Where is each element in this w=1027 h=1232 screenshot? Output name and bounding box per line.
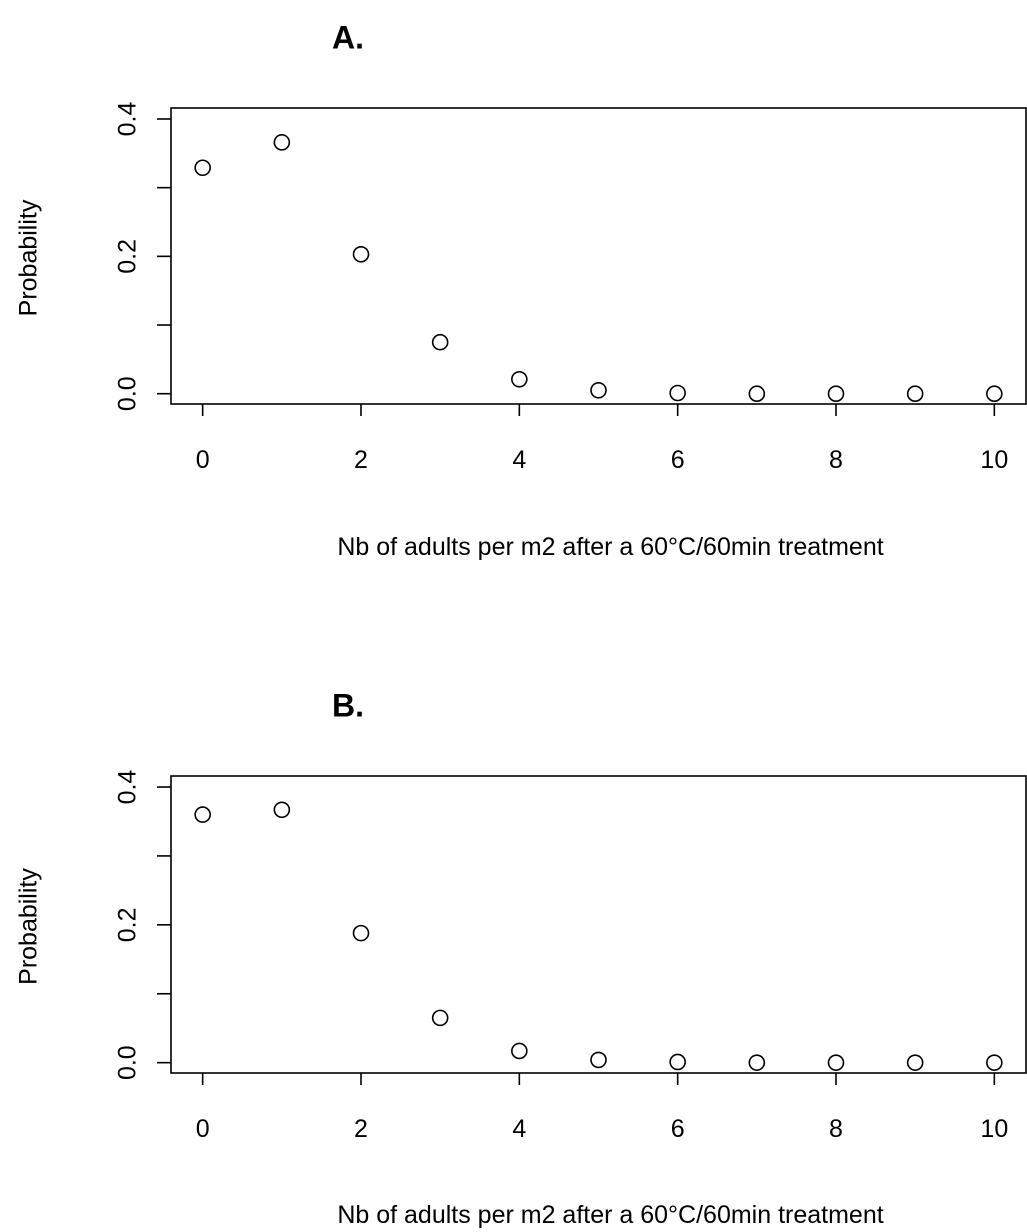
data-point-b xyxy=(511,1042,528,1060)
y-tick-label-a: 0.4 xyxy=(114,102,142,137)
data-point-b xyxy=(906,1054,924,1071)
x-axis-label-a: Nb of adults per m2 after a 60°C/60min t… xyxy=(337,533,883,561)
data-point-b xyxy=(352,924,370,942)
data-point-a xyxy=(986,385,1003,402)
x-tick-label-a: 6 xyxy=(671,446,685,474)
x-tick-label-a: 10 xyxy=(980,446,1008,474)
y-tick-label-a: 0.2 xyxy=(114,239,142,274)
data-point-a xyxy=(194,159,211,177)
x-tick-label-a: 0 xyxy=(196,446,210,474)
data-point-a xyxy=(431,333,449,351)
x-tick-label-b: 4 xyxy=(512,1115,526,1143)
x-tick-label-b: 2 xyxy=(354,1115,368,1143)
y-tick-label-a: 0.0 xyxy=(114,376,142,411)
y-tick-label-b: 0.0 xyxy=(114,1045,142,1080)
data-point-a xyxy=(669,384,686,402)
x-tick-label-b: 0 xyxy=(196,1115,210,1143)
x-tick-label-a: 4 xyxy=(512,446,526,474)
data-point-b xyxy=(986,1054,1003,1071)
data-point-b xyxy=(431,1009,449,1027)
x-tick-label-a: 8 xyxy=(829,446,843,474)
data-point-a xyxy=(511,370,528,388)
panel-a: A. 0 2 4 6 8 10 0.0 0.2 0.4 Nb of adults per m2 af… xyxy=(15,19,1027,561)
y-axis-label-a: Probability xyxy=(15,199,43,316)
data-point-a xyxy=(906,385,924,402)
data-point-a xyxy=(352,245,370,263)
panel-title-b: B. xyxy=(332,687,364,723)
data-point-b xyxy=(590,1051,607,1069)
plot-frame-b xyxy=(170,775,1027,1074)
plot-frame-a xyxy=(170,107,1027,405)
data-point-b xyxy=(827,1054,845,1071)
x-tick-label-a: 2 xyxy=(354,446,368,474)
x-axis-label-b: Nb of adults per m2 after a 60°C/60min t… xyxy=(337,1201,883,1229)
x-tick-label-b: 10 xyxy=(980,1115,1008,1143)
data-point-b xyxy=(669,1053,686,1071)
y-tick-label-b: 0.2 xyxy=(114,907,142,942)
data-point-b xyxy=(748,1054,766,1071)
y-tick-label-b: 0.4 xyxy=(114,770,142,805)
x-tick-label-b: 6 xyxy=(671,1115,685,1143)
data-point-b xyxy=(273,801,291,819)
data-point-b xyxy=(194,806,211,823)
data-point-a xyxy=(273,134,291,151)
y-axis-label-b: Probability xyxy=(15,868,43,985)
data-point-a xyxy=(827,385,845,402)
x-tick-label-b: 8 xyxy=(829,1115,843,1143)
panel-title-a: A. xyxy=(332,19,364,55)
panel-b: B. 0 2 4 6 8 10 0.0 0.2 0.4 Nb of adults per m2 af… xyxy=(15,687,1027,1229)
data-point-a xyxy=(748,385,766,402)
data-point-a xyxy=(590,381,607,399)
